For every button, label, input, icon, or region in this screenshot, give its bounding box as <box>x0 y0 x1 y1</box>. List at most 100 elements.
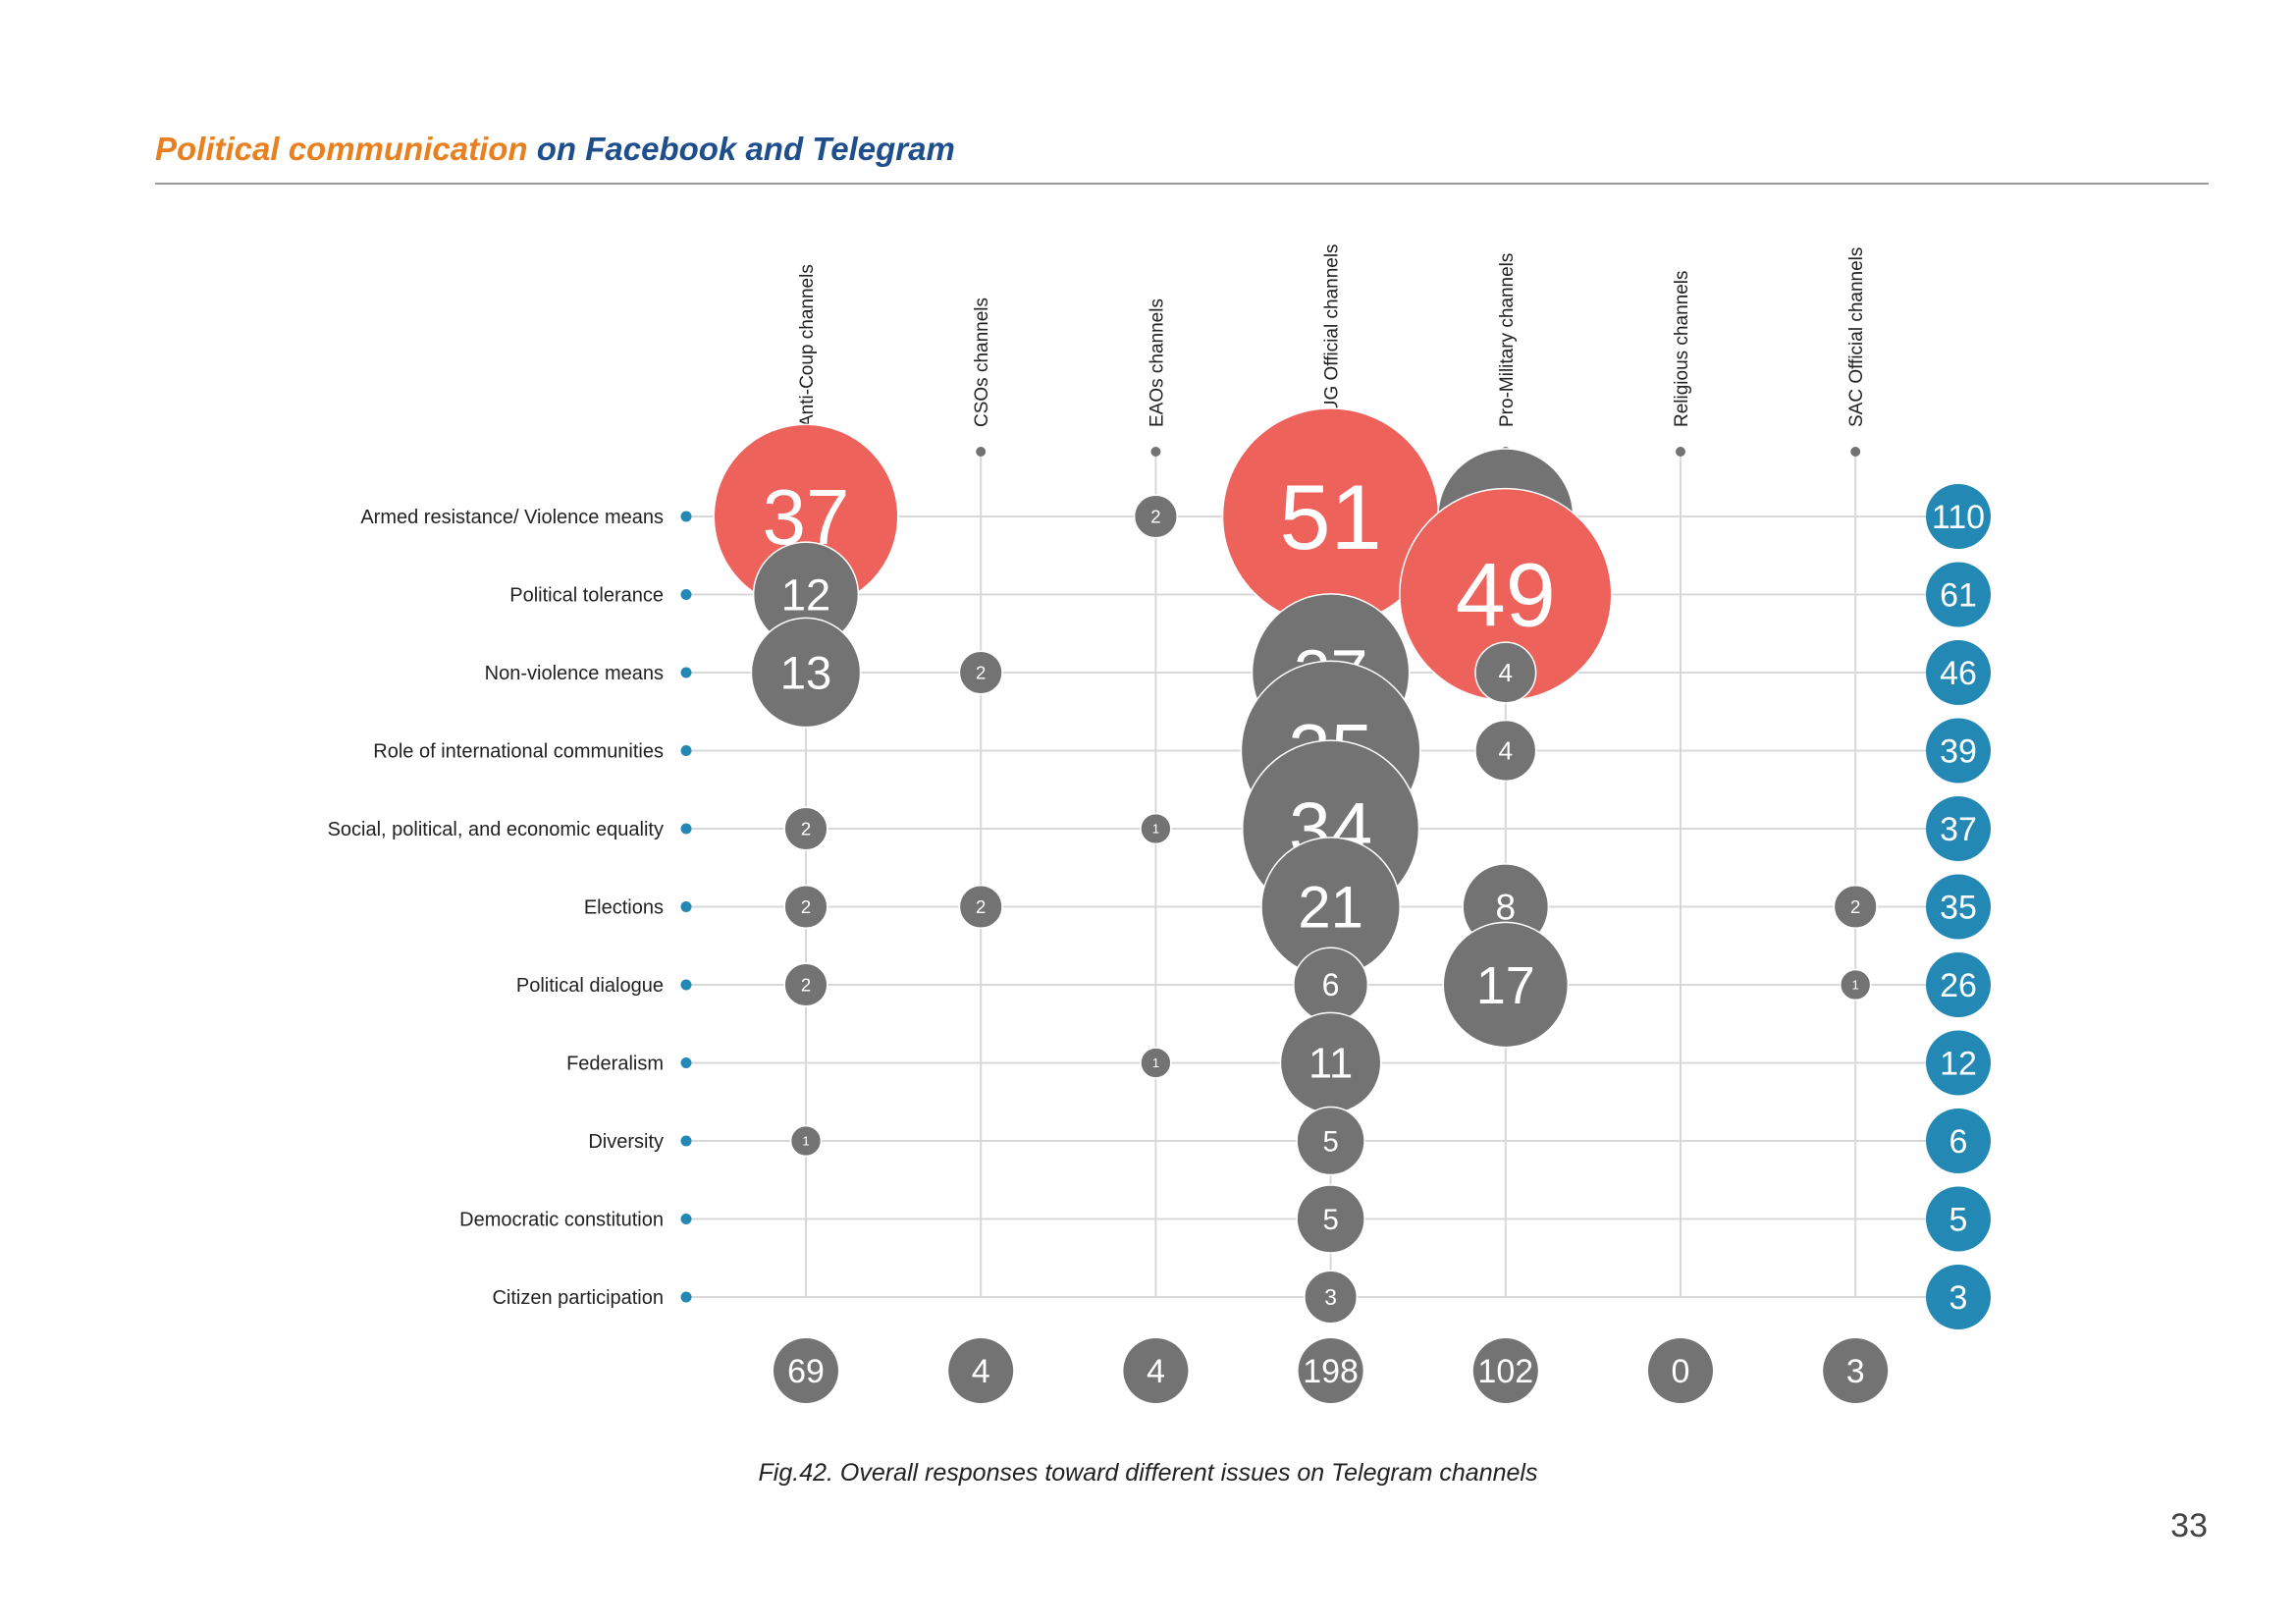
data-bubble <box>1296 1184 1365 1254</box>
column-label: Religious channels <box>1672 271 1692 428</box>
column-total-bubble <box>1472 1338 1538 1403</box>
column-total-bubble <box>1123 1338 1189 1403</box>
data-bubble-label: 5 <box>1322 1204 1338 1236</box>
row-label: Elections <box>584 897 664 919</box>
data-bubble-label: 6 <box>1322 967 1340 1002</box>
row-label: Armed resistance/ Violence means <box>360 507 664 528</box>
row-total-label: 61 <box>1940 577 1977 615</box>
column-total-label: 3 <box>1846 1353 1865 1390</box>
column-label: Anti-Coup channels <box>797 264 818 427</box>
column-header-dot <box>1850 447 1861 457</box>
data-bubble <box>958 650 1003 695</box>
data-bubble-label: 12 <box>781 569 830 620</box>
column-label: NUG Official channels <box>1322 244 1343 427</box>
data-bubble-label: 1 <box>1852 978 1859 993</box>
row-label: Citizen participation <box>492 1287 664 1309</box>
row-label: Diversity <box>588 1131 664 1153</box>
data-bubble-label: 2 <box>1150 506 1160 526</box>
row-total-label: 5 <box>1949 1202 1968 1239</box>
row-total-bubble <box>1926 1109 1991 1173</box>
data-bubble-label: 49 <box>1456 546 1556 646</box>
data-bubble <box>1474 719 1537 783</box>
column-total-label: 4 <box>1147 1353 1165 1390</box>
data-bubble <box>783 884 828 930</box>
row-total-bubble <box>1926 1265 1991 1329</box>
row-label: Role of international communities <box>373 741 664 763</box>
data-bubble <box>750 617 862 729</box>
data-bubble-label: 17 <box>1476 956 1535 1015</box>
row-total-label: 26 <box>1940 967 1977 1004</box>
row-label: Non-violence means <box>485 663 664 684</box>
data-bubble-label: 5 <box>1322 1125 1338 1158</box>
row-label-dot <box>680 901 692 912</box>
data-bubble <box>1442 921 1570 1049</box>
row-label-dot <box>680 1057 692 1068</box>
column-total-label: 4 <box>972 1353 990 1390</box>
data-bubble <box>783 806 828 851</box>
page-number: 33 <box>2170 1507 2208 1544</box>
data-bubble-label: 8 <box>1495 886 1516 927</box>
page-header: Political communication on Facebook and … <box>155 131 955 168</box>
column-total-bubble <box>1298 1338 1363 1403</box>
column-label: Pro-Military channels <box>1497 253 1518 427</box>
row-total-bubble <box>1926 874 1991 940</box>
column-total-bubble <box>1648 1338 1713 1403</box>
data-bubble-label: 2 <box>976 662 986 682</box>
data-bubble-label: 4 <box>1499 658 1514 687</box>
row-label-dot <box>680 1135 692 1147</box>
row-total-label: 12 <box>1940 1046 1977 1083</box>
row-total-bubble <box>1926 1186 1991 1252</box>
column-total-label: 198 <box>1303 1353 1359 1390</box>
data-bubble-label: 2 <box>801 974 811 995</box>
data-bubble <box>1474 641 1537 704</box>
data-bubble <box>1840 968 1872 1001</box>
column-label: SAC Official channels <box>1846 247 1867 427</box>
column-label: CSOs channels <box>972 298 992 427</box>
data-bubble <box>1304 1270 1359 1325</box>
row-total-bubble <box>1926 796 1991 861</box>
row-total-bubble <box>1926 484 1991 549</box>
data-bubble-label: 21 <box>1298 875 1363 941</box>
data-bubble-label: 1 <box>1152 1056 1159 1070</box>
column-header-dot <box>1150 447 1161 457</box>
row-label: Political dialogue <box>516 975 664 997</box>
row-total-label: 6 <box>1949 1123 1968 1161</box>
row-total-bubble <box>1926 718 1991 784</box>
data-bubble-label: 2 <box>976 896 986 917</box>
data-bubble <box>1296 1106 1365 1176</box>
row-label-dot <box>680 745 692 756</box>
column-total-bubble <box>948 1338 1014 1403</box>
figure-caption: Fig.42. Overall responses toward differe… <box>758 1459 1538 1487</box>
data-bubble-label: 2 <box>801 896 811 917</box>
row-total-label: 37 <box>1940 811 1977 848</box>
header-part2: on Facebook and Telegram <box>536 131 955 167</box>
data-bubble <box>783 962 828 1007</box>
data-bubble-label: 2 <box>801 818 811 839</box>
row-label-dot <box>680 823 692 835</box>
data-bubble-label: 13 <box>780 648 832 700</box>
row-label-dot <box>680 1214 692 1224</box>
data-bubble <box>1140 812 1172 845</box>
row-label: Political tolerance <box>509 585 664 607</box>
row-label: Social, political, and economic equality <box>328 819 664 840</box>
column-total-bubble <box>1823 1338 1889 1403</box>
data-bubble-label: 51 <box>1280 465 1382 568</box>
row-total-bubble <box>1926 640 1991 705</box>
data-bubble-label: 1 <box>1152 822 1159 837</box>
data-bubble-label: 4 <box>1499 736 1514 766</box>
column-total-label: 0 <box>1672 1353 1690 1390</box>
column-total-bubble <box>774 1338 838 1403</box>
row-label-dot <box>680 1291 692 1303</box>
data-bubble <box>958 884 1003 930</box>
data-bubble <box>1133 494 1178 539</box>
row-total-bubble <box>1926 952 1991 1017</box>
row-label-dot <box>680 511 692 522</box>
row-total-label: 39 <box>1940 733 1977 771</box>
header-part1: Political communication <box>155 131 528 167</box>
row-total-label: 46 <box>1940 655 1977 692</box>
column-total-label: 69 <box>787 1353 825 1390</box>
row-total-bubble <box>1926 562 1991 627</box>
data-bubble-label: 11 <box>1308 1041 1353 1088</box>
column-header-dot <box>1676 447 1685 457</box>
